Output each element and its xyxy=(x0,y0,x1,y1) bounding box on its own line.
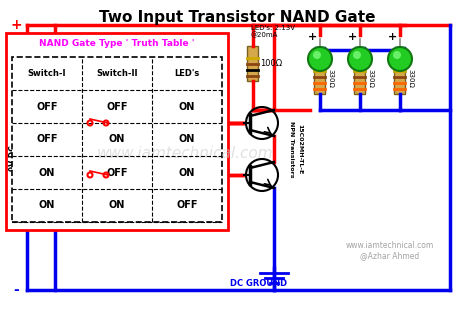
Text: ON: ON xyxy=(39,168,55,177)
Text: NAND Gate Type ' Truth Table ': NAND Gate Type ' Truth Table ' xyxy=(39,39,195,48)
FancyBboxPatch shape xyxy=(166,169,204,181)
FancyBboxPatch shape xyxy=(12,57,222,222)
Text: Switch-II: Switch-II xyxy=(96,69,138,78)
Text: ON: ON xyxy=(179,168,195,177)
FancyBboxPatch shape xyxy=(394,62,405,94)
Text: ON: ON xyxy=(179,135,195,144)
Circle shape xyxy=(393,51,401,59)
Text: ON: ON xyxy=(109,201,125,211)
Text: 330Ω: 330Ω xyxy=(367,69,373,87)
Text: OFF: OFF xyxy=(106,101,128,112)
Circle shape xyxy=(313,51,321,59)
Text: Two Input Transistor NAND Gate: Two Input Transistor NAND Gate xyxy=(99,10,375,25)
Text: @20mA: @20mA xyxy=(251,32,278,38)
FancyBboxPatch shape xyxy=(247,45,258,80)
Text: Switch-I: Switch-I xyxy=(78,135,112,144)
Text: -: - xyxy=(13,283,19,297)
Text: +: + xyxy=(388,32,398,42)
Text: OFF: OFF xyxy=(176,201,198,211)
Text: LED's: 2.13V: LED's: 2.13V xyxy=(251,25,295,31)
Text: 330Ω: 330Ω xyxy=(327,69,333,87)
Text: ON: ON xyxy=(39,201,55,211)
Text: 100Ω: 100Ω xyxy=(260,59,282,67)
Text: LED's: LED's xyxy=(174,69,200,78)
Text: 5.6KΩ: 5.6KΩ xyxy=(173,153,197,162)
FancyBboxPatch shape xyxy=(355,62,365,94)
Text: +: + xyxy=(10,18,22,32)
FancyBboxPatch shape xyxy=(6,33,228,230)
Circle shape xyxy=(348,47,372,71)
Text: +: + xyxy=(309,32,318,42)
FancyBboxPatch shape xyxy=(166,117,204,128)
Text: www.iamtechnical.com: www.iamtechnical.com xyxy=(346,241,434,251)
Circle shape xyxy=(353,51,361,59)
Text: OFF: OFF xyxy=(106,168,128,177)
Text: 15C02MH-TL-E: 15C02MH-TL-E xyxy=(298,124,302,174)
Text: 9V DC: 9V DC xyxy=(9,145,18,171)
Text: Switch-II: Switch-II xyxy=(76,187,114,196)
Circle shape xyxy=(388,47,412,71)
FancyBboxPatch shape xyxy=(315,62,326,94)
Text: ON: ON xyxy=(179,101,195,112)
Text: +: + xyxy=(348,32,357,42)
Text: @Azhar Ahmed: @Azhar Ahmed xyxy=(360,252,419,260)
Text: NPN Transistors: NPN Transistors xyxy=(290,121,294,177)
Text: OFF: OFF xyxy=(36,101,58,112)
Text: 330Ω: 330Ω xyxy=(407,69,413,87)
Text: 5.6KΩ: 5.6KΩ xyxy=(173,101,197,110)
Text: Switch-I: Switch-I xyxy=(28,69,66,78)
Text: OFF: OFF xyxy=(36,135,58,144)
Text: DC GROUND: DC GROUND xyxy=(230,279,288,287)
Text: www.iamtechnical.com: www.iamtechnical.com xyxy=(97,146,273,161)
Circle shape xyxy=(308,47,332,71)
Text: ON: ON xyxy=(109,135,125,144)
